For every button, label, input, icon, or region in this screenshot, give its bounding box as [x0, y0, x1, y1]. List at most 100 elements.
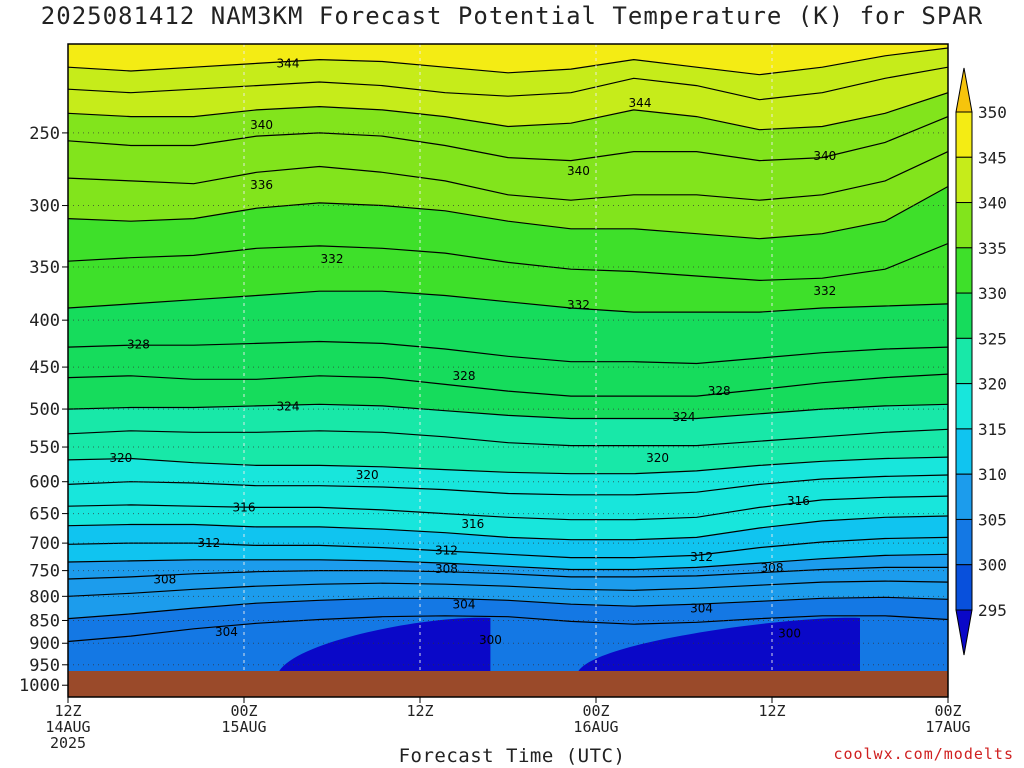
x-tick-label: 00Z — [934, 702, 961, 720]
contour-label: 304 — [215, 625, 238, 639]
contour-302 — [68, 615, 948, 643]
contour-label: 312 — [435, 543, 458, 557]
contour-322 — [68, 428, 948, 447]
contour-label: 332 — [567, 298, 590, 312]
contour-label: 328 — [453, 369, 476, 383]
contour-304 — [68, 596, 948, 620]
contour-label: 300 — [778, 626, 801, 640]
contour-314 — [68, 515, 948, 541]
contour-label: 316 — [233, 500, 256, 514]
contour-label: 304 — [690, 602, 713, 616]
x-tick-label: 14AUG — [45, 718, 90, 736]
y-tick-label: 1000 — [19, 676, 60, 696]
contour-lines — [68, 47, 948, 643]
contour-label: 300 — [479, 633, 502, 647]
contour-label: 316 — [787, 494, 810, 508]
contour-326 — [68, 373, 948, 397]
contour-330 — [68, 290, 948, 313]
contour-342 — [68, 66, 948, 101]
colorbar-label: 320 — [978, 375, 1007, 394]
contour-label: 308 — [153, 573, 176, 587]
colorbar-swatch — [955, 292, 973, 339]
contour-324 — [68, 403, 948, 420]
x-tick-label: 2025 — [50, 734, 86, 752]
y-tick-label: 400 — [29, 311, 60, 331]
x-tick-label: 12Z — [54, 702, 81, 720]
colorbar: 350 345 340 335 330 325 320 315 310 305 300 295 — [955, 67, 1007, 656]
contour-328 — [68, 340, 948, 365]
colorbar-arrow-top — [955, 67, 973, 113]
temperature-color-field — [68, 44, 948, 671]
x-tick-label: 15AUG — [221, 718, 266, 736]
contour-label: 304 — [453, 598, 476, 612]
colorbar-label: 315 — [978, 420, 1007, 439]
colorbar-label: 345 — [978, 148, 1007, 167]
contour-310 — [68, 553, 948, 571]
colorbar-label: 350 — [978, 103, 1007, 122]
contour-316 — [68, 495, 948, 521]
x-tick-label: 12Z — [758, 702, 785, 720]
y-tick-label: 450 — [29, 358, 60, 378]
contour-label: 324 — [673, 410, 696, 424]
contour-label: 312 — [690, 550, 713, 564]
colorbar-swatch — [955, 337, 973, 385]
contour-label: 320 — [356, 468, 379, 482]
x-tick-label: 00Z — [582, 702, 609, 720]
colorbar-swatch — [955, 473, 973, 520]
x-tick-label: 00Z — [230, 702, 257, 720]
plot-frame — [67, 43, 949, 698]
x-tick-label: 17AUG — [925, 718, 970, 736]
contour-label: 320 — [646, 451, 669, 465]
contour-344 — [68, 47, 948, 76]
cold-pocket-1 — [279, 617, 491, 671]
contour-label: 312 — [197, 536, 220, 550]
contour-332 — [68, 242, 948, 282]
y-tick-label: 800 — [29, 587, 60, 607]
y-tick-label: 250 — [29, 124, 60, 144]
colorbar-swatch — [955, 202, 973, 249]
y-tick-label: 600 — [29, 473, 60, 493]
colorbar-swatch — [955, 247, 973, 294]
x-tick-label: 16AUG — [573, 718, 618, 736]
colorbar-label: 305 — [978, 510, 1007, 529]
x-tick-label: 12Z — [406, 702, 433, 720]
y-tick-label: 550 — [29, 438, 60, 458]
contour-label: 332 — [813, 284, 836, 298]
colorbar-label: 295 — [978, 601, 1007, 620]
chart-title: 2025081412 NAM3KM Forecast Potential Tem… — [40, 2, 984, 30]
y-tick-label: 500 — [29, 400, 60, 420]
contour-312 — [68, 536, 948, 559]
colorbar-label: 330 — [978, 284, 1007, 303]
contour-label: 324 — [277, 400, 300, 414]
colorbar-swatch — [955, 564, 973, 611]
contour-label: 328 — [708, 384, 731, 398]
contour-label: 344 — [629, 96, 652, 110]
cold-pocket-2 — [578, 617, 860, 671]
colorbar-label: 310 — [978, 465, 1007, 484]
colorbar-swatch — [955, 383, 973, 430]
contour-label: 308 — [761, 561, 784, 575]
contour-318 — [68, 474, 948, 496]
y-tick-label: 300 — [29, 197, 60, 217]
y-tick-label: 900 — [29, 634, 60, 654]
contour-306 — [68, 580, 948, 597]
y-tick-label: 350 — [29, 258, 60, 278]
colorbar-swatch — [955, 156, 973, 204]
colorbar-swatch — [955, 428, 973, 475]
contour-labels: 344 344 340 340 340 336 332 332 332 328 328 328 324 3… — [109, 56, 836, 647]
colorbar-label: 325 — [978, 329, 1007, 348]
source-credit: coolwx.com/modelts — [833, 745, 1014, 763]
contour-label: 340 — [567, 164, 590, 178]
contour-label: 328 — [127, 337, 150, 351]
contour-336 — [68, 151, 948, 201]
contour-320 — [68, 456, 948, 475]
contour-308 — [68, 566, 948, 580]
contour-label: 336 — [250, 178, 273, 192]
y-tick-label: 700 — [29, 534, 60, 554]
colorbar-arrow-bottom — [955, 609, 973, 656]
y-tick-label: 850 — [29, 611, 60, 631]
colorbar-swatch — [955, 518, 973, 566]
contour-label: 320 — [109, 451, 132, 465]
